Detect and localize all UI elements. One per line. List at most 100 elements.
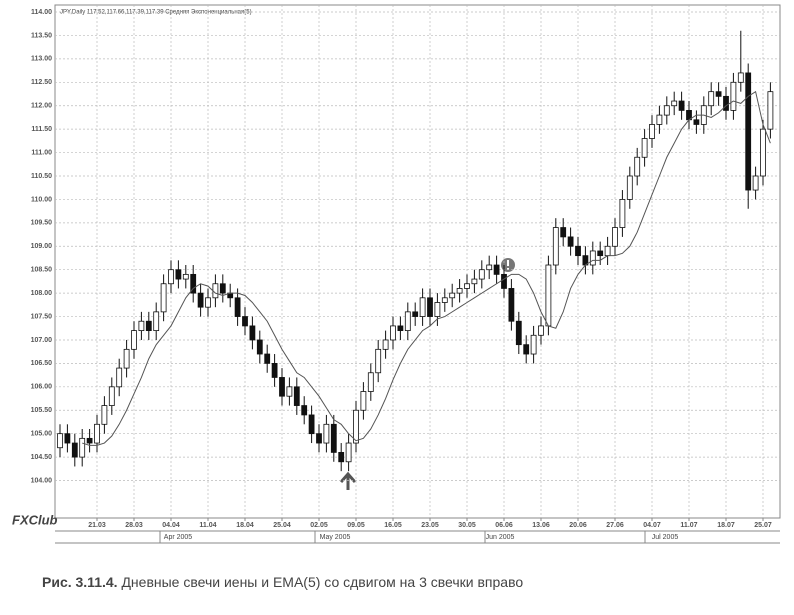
- candle-body: [471, 278, 478, 285]
- candle-body: [108, 386, 115, 406]
- candle-body: [234, 297, 241, 317]
- candle-body: [301, 405, 308, 416]
- candle-body: [486, 264, 493, 271]
- candle-body: [182, 273, 189, 280]
- candle-body: [286, 386, 293, 397]
- candle-body: [256, 339, 263, 355]
- candle-body: [434, 302, 441, 317]
- y-tick-label: 108.00: [31, 290, 53, 297]
- candle-body: [538, 325, 544, 336]
- candle-body: [737, 72, 744, 83]
- candle-body: [197, 292, 204, 308]
- caption-label: Рис. 3.11.4.: [42, 574, 118, 590]
- candle-body: [338, 452, 345, 463]
- candle-body: [397, 325, 404, 332]
- candle-body: [634, 156, 641, 177]
- candle-body: [441, 297, 448, 303]
- x-tick-label: 13.06: [532, 522, 550, 529]
- x-tick-label: 04.07: [643, 522, 661, 529]
- candle-body: [375, 348, 382, 374]
- y-tick-label: 111.00: [31, 149, 52, 156]
- x-tick-label: 09.05: [347, 522, 365, 529]
- candle-body: [693, 119, 700, 125]
- caption-text: Дневные свечи иены и EMA(5) со сдвигом н…: [121, 574, 523, 590]
- x-tick-label: 02.05: [310, 522, 328, 529]
- candle-body: [612, 227, 618, 247]
- ema-line: [82, 90, 771, 446]
- month-label: Jul 2005: [652, 534, 679, 541]
- candle-body: [190, 273, 197, 294]
- candle-body: [79, 437, 86, 458]
- candle-body: [71, 442, 78, 458]
- x-tick-label: 18.04: [236, 522, 254, 529]
- candle-body: [575, 245, 581, 257]
- candle-body: [153, 311, 160, 332]
- candle-body: [730, 81, 737, 111]
- candle-body: [64, 433, 71, 444]
- candle-body: [131, 330, 137, 350]
- candle-body: [123, 348, 130, 369]
- candle-body: [219, 283, 226, 294]
- candle-body: [641, 138, 648, 158]
- candle-body: [745, 72, 752, 191]
- candle-body: [552, 227, 559, 266]
- candle-body: [367, 372, 374, 392]
- candle-body: [508, 288, 515, 322]
- x-tick-label: 30.05: [458, 522, 476, 529]
- x-tick-label: 21.03: [88, 522, 106, 529]
- candle-body: [515, 320, 522, 346]
- candle-body: [57, 433, 63, 449]
- candle-body: [567, 236, 574, 247]
- arrow-marker: [339, 471, 357, 490]
- candle-body: [478, 269, 485, 280]
- candle-body: [271, 362, 278, 378]
- x-tick-label: 18.07: [717, 522, 735, 529]
- candle-body: [360, 391, 367, 411]
- chart-header: JPY,Daily 117.52,117.66,117.39,117.39 Ср…: [60, 10, 252, 16]
- candle-body: [604, 245, 611, 257]
- candle-body: [168, 269, 174, 285]
- candle-body: [293, 386, 300, 406]
- candle-body: [523, 344, 530, 355]
- x-tick-label: 28.03: [125, 522, 143, 529]
- month-label: Apr 2005: [164, 534, 193, 541]
- candle-body: [412, 311, 419, 317]
- candle-body: [101, 405, 108, 425]
- candle-body: [419, 297, 426, 317]
- x-tick-label: 11.04: [199, 522, 216, 529]
- candle-body: [116, 367, 123, 388]
- candle-body: [649, 124, 655, 139]
- candle-body: [138, 320, 145, 332]
- y-tick-label: 107.50: [31, 313, 53, 320]
- y-tick-label: 110.50: [31, 173, 52, 180]
- candle-body: [626, 175, 633, 200]
- logo: FXClub: [12, 512, 58, 527]
- candle-body: [545, 264, 552, 327]
- plot-area: [54, 4, 781, 519]
- x-tick-label: 25.04: [273, 522, 291, 529]
- candle-body: [449, 292, 456, 299]
- y-tick-label: 106.00: [31, 384, 53, 391]
- candle-body: [715, 91, 722, 97]
- y-tick-label: 111.50: [31, 126, 52, 133]
- x-tick-label: 23.05: [421, 522, 439, 529]
- y-tick-label: 107.00: [31, 337, 53, 344]
- candle-body: [264, 353, 271, 364]
- candle-body: [308, 414, 315, 435]
- y-tick-label: 109.50: [31, 220, 53, 227]
- x-tick-label: 20.06: [569, 522, 587, 529]
- candle-body: [501, 273, 507, 289]
- y-tick-label: 106.50: [31, 360, 53, 367]
- x-tick-label: 16.05: [384, 522, 402, 529]
- candle-body: [493, 264, 500, 275]
- candle-body: [767, 91, 774, 130]
- x-tick-label: 25.07: [754, 522, 772, 529]
- candle-body: [390, 325, 396, 341]
- candle-body: [464, 283, 470, 289]
- y-tick-label: 112.00: [31, 103, 52, 110]
- y-tick-label: 104.50: [31, 454, 53, 461]
- candle-body: [145, 320, 152, 332]
- candle-body: [427, 297, 433, 317]
- candle-body: [353, 409, 359, 444]
